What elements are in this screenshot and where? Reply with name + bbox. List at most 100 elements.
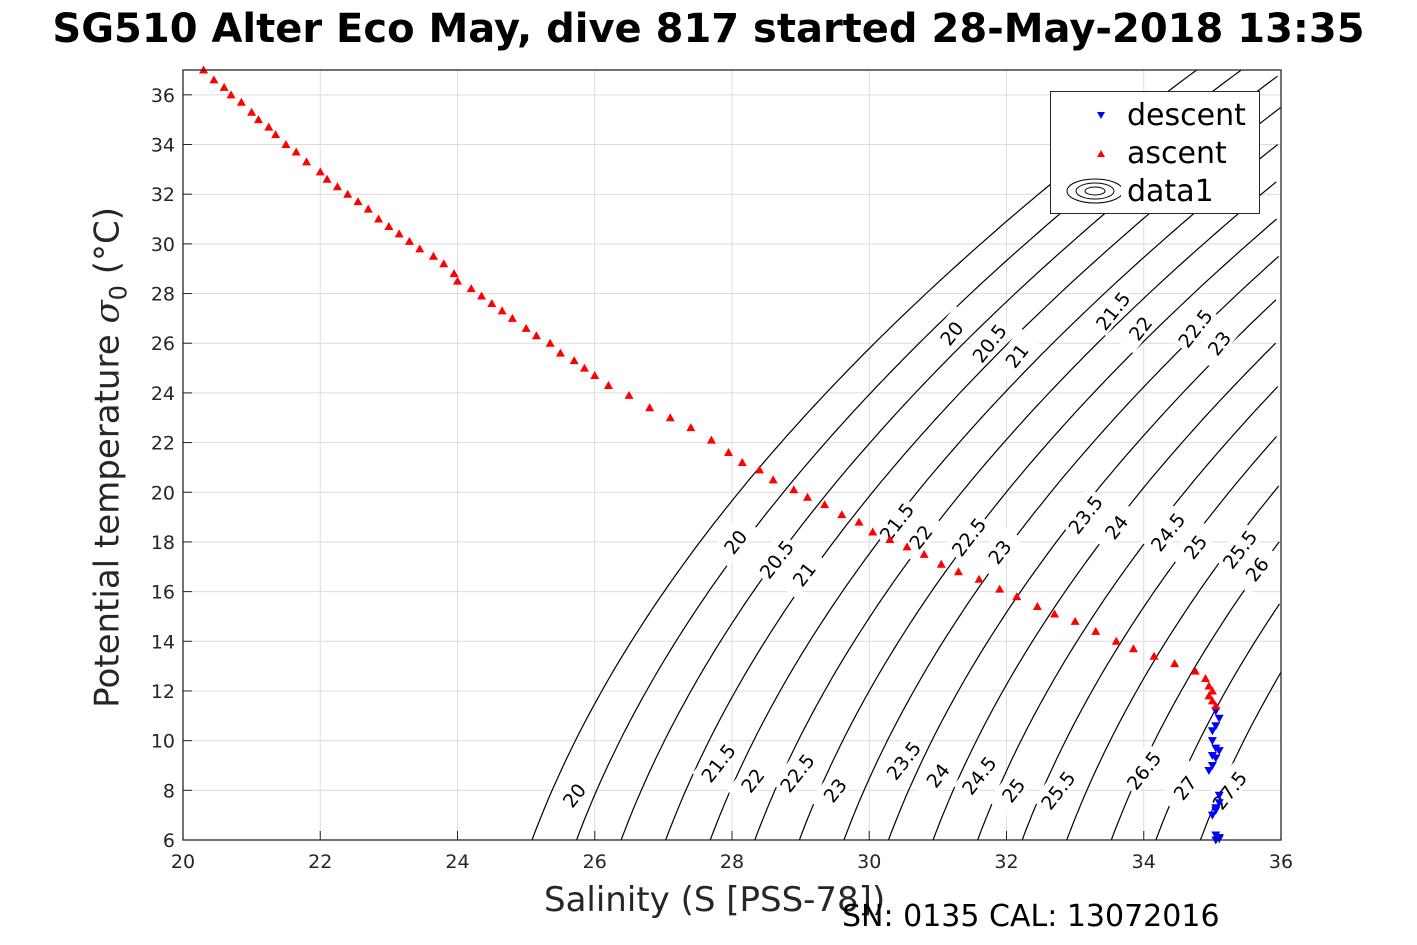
x-tick-label: 28 — [720, 851, 744, 873]
contour-label-bg — [692, 735, 741, 789]
y-tick-label: 18 — [151, 532, 175, 554]
ascent-point — [302, 157, 312, 166]
data-points — [199, 65, 1224, 845]
descent-point — [1214, 835, 1224, 844]
contour-label-bg — [548, 767, 597, 821]
contour-label-bg — [942, 509, 992, 563]
legend-item-data1: data1 — [1051, 174, 1259, 209]
ascent-point — [995, 584, 1005, 593]
legend-label-ascent: ascent — [1127, 136, 1227, 171]
ascent-point — [1207, 696, 1217, 705]
ascent-point — [974, 574, 984, 583]
ascent-point — [477, 291, 487, 300]
ascent-point — [453, 276, 462, 285]
contour-line — [531, 69, 1198, 841]
contour-label-bg — [771, 745, 820, 799]
ascent-point — [936, 559, 946, 568]
contour-label-bg — [963, 315, 1012, 369]
ascent-point — [706, 435, 716, 444]
y-tick-label: 16 — [151, 582, 175, 604]
y-tick-label: 14 — [151, 631, 175, 653]
contour-label-bg — [987, 762, 1037, 816]
ascent-point — [363, 204, 373, 213]
ascent-point — [737, 457, 747, 466]
y-tick-label: 20 — [151, 482, 175, 504]
contour-line — [977, 386, 1279, 841]
contour-label-bg — [809, 762, 858, 816]
ascent-point — [531, 331, 541, 340]
contour-label-bg — [750, 531, 800, 585]
ascent-point — [802, 492, 812, 501]
ascent-point — [1149, 651, 1159, 660]
ascent-point — [1204, 681, 1214, 690]
ascent-point — [1012, 592, 1022, 601]
ascent-point — [1111, 636, 1121, 645]
ascent-point — [579, 363, 589, 372]
ascent-point — [247, 107, 257, 116]
ascent-point — [343, 189, 353, 198]
contour-label-bg — [1231, 541, 1280, 595]
ascent-point — [315, 167, 325, 176]
y-tick-label: 36 — [151, 85, 175, 107]
ascent-point — [837, 510, 847, 519]
y-axis-label-sub: 0 — [104, 285, 133, 301]
descent-point — [1207, 761, 1217, 770]
y-axis-label: Potential temperature σ0 (°C) — [88, 77, 133, 837]
ascent-point — [919, 549, 929, 558]
descent-point — [1211, 722, 1221, 731]
contour-line — [709, 144, 1279, 841]
contour-label-bg — [1159, 760, 1208, 813]
descent-point — [1214, 714, 1224, 723]
ascent-point — [624, 390, 634, 399]
y-tick-label: 32 — [151, 184, 175, 206]
ascent-point — [854, 517, 864, 526]
ascent-point — [394, 229, 404, 238]
y-tick-label: 22 — [151, 433, 175, 455]
ascent-point — [1211, 701, 1221, 710]
ascent-point — [353, 197, 363, 206]
ascent-point — [545, 338, 555, 347]
ascent-point — [507, 313, 517, 322]
contour-label-bg — [1114, 300, 1163, 354]
ascent-point — [253, 115, 263, 124]
descent-point — [1214, 799, 1224, 808]
ascent-marker-icon — [1097, 150, 1105, 157]
ascent-point — [724, 448, 734, 457]
descent-point — [1207, 752, 1217, 761]
legend-item-ascent: ascent — [1051, 136, 1259, 171]
x-tick-label: 34 — [1132, 851, 1156, 873]
ascent-point — [271, 130, 281, 139]
contour-label-bg — [709, 514, 759, 568]
ascent-point — [291, 147, 301, 156]
legend: descent ascent data1 — [1050, 91, 1260, 214]
ascent-point — [768, 475, 778, 484]
contour-label-bg — [1203, 762, 1253, 816]
ascent-point — [789, 485, 799, 494]
contour-label-bg — [870, 494, 920, 548]
contour-label-bg — [1090, 499, 1139, 553]
contour-label-bg — [1059, 487, 1109, 540]
ascent-point — [1201, 674, 1211, 683]
ascent-point — [209, 75, 219, 84]
contour-label-bg — [1141, 504, 1191, 558]
ascent-point — [1170, 659, 1180, 668]
contour-label-bg — [1193, 315, 1242, 369]
ascent-point — [555, 348, 565, 357]
y-axis-label-unit: (°C) — [87, 206, 128, 286]
ascent-point — [885, 534, 895, 543]
ascent-point — [1204, 691, 1214, 700]
descent-point — [1211, 804, 1221, 813]
contour-label-bg — [1032, 762, 1081, 816]
ascent-point — [449, 269, 459, 278]
descent-point — [1204, 766, 1214, 775]
ascent-point — [281, 140, 291, 149]
ascent-point — [466, 284, 476, 293]
contour-label-bg — [877, 732, 927, 786]
y-tick-label: 24 — [151, 383, 175, 405]
ascent-point — [902, 542, 912, 551]
ascent-point — [1050, 609, 1060, 618]
contour-label-bg — [1214, 521, 1263, 575]
legend-item-descent: descent — [1051, 98, 1259, 133]
y-axis-label-main: Potential temperature — [87, 323, 128, 708]
